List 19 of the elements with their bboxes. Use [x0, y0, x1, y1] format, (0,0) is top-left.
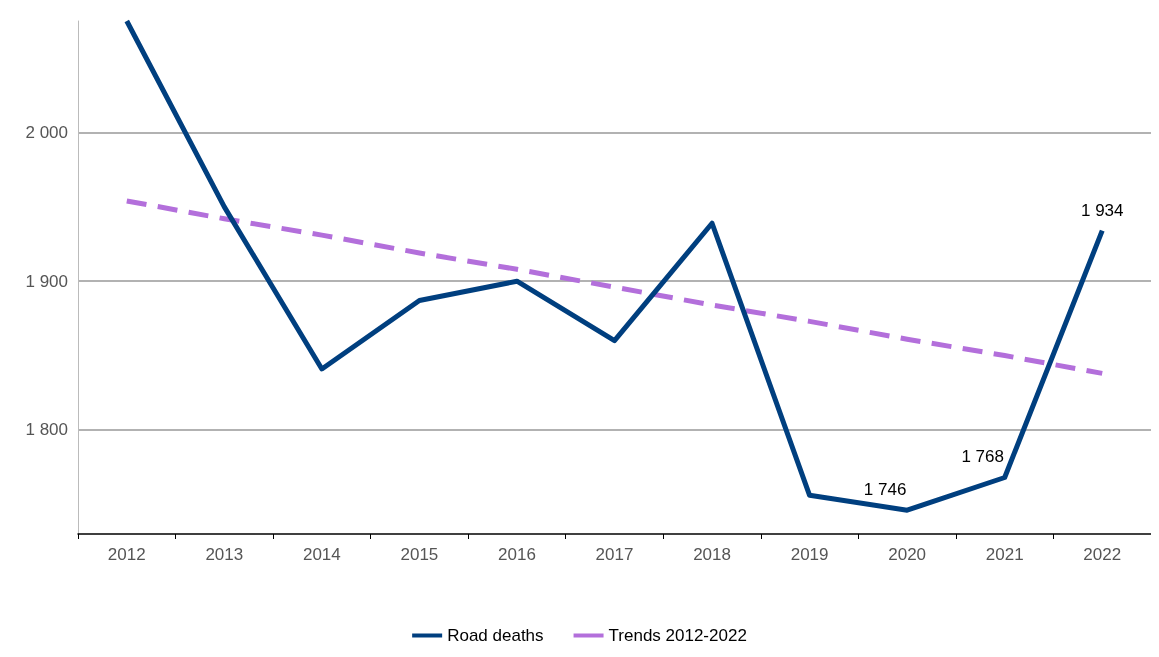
legend-label: Trends 2012-2022 — [608, 626, 747, 645]
data-label: 1 768 — [961, 447, 1004, 467]
y-tick-label: 2 000 — [25, 123, 68, 143]
y-tick-label: 1 900 — [25, 271, 68, 291]
legend-label: Road deaths — [447, 626, 544, 645]
x-tick-label: 2014 — [302, 545, 341, 564]
data-label: 1 934 — [1080, 200, 1124, 220]
x-tick-label: 2019 — [790, 545, 829, 564]
x-tick-label: 2017 — [595, 545, 634, 564]
data-label: 1 746 — [863, 480, 907, 500]
x-tick-label: 2015 — [400, 545, 439, 564]
x-tick-label: 2020 — [888, 545, 927, 564]
x-tick-label: 2016 — [498, 545, 536, 564]
x-tick-label: 2018 — [693, 545, 731, 564]
x-tick-label: 2012 — [107, 545, 146, 564]
x-tick-label: 2021 — [985, 545, 1024, 564]
x-tick-label: 2013 — [205, 545, 244, 564]
y-tick-label: 1 800 — [25, 420, 68, 440]
x-tick-label: 2022 — [1083, 545, 1122, 564]
